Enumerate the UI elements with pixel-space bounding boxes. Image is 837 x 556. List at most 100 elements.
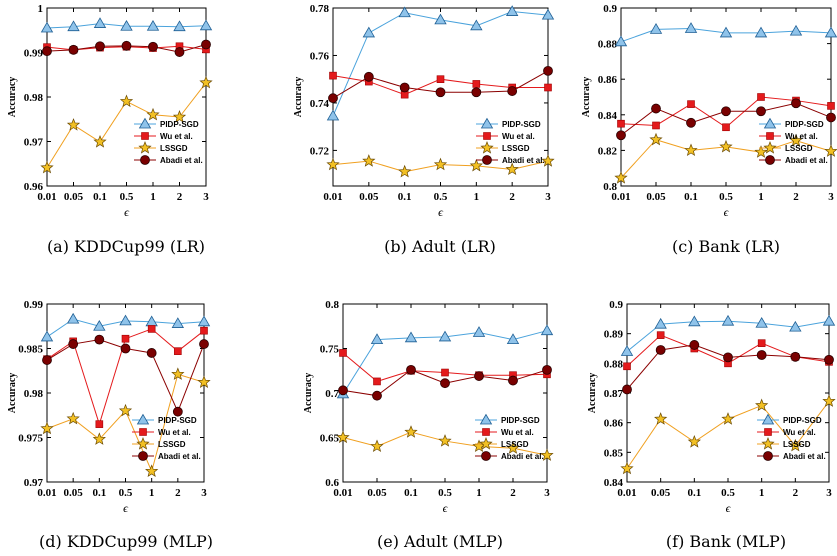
data-point	[398, 164, 412, 178]
legend-marker	[483, 132, 491, 140]
x-tick-label: 0.5	[719, 191, 733, 203]
series-pidp-sgd	[336, 324, 554, 399]
legend-entry: Abadi et al.	[783, 452, 826, 461]
legend-entry: LSSGD	[501, 440, 529, 449]
series-pidp-sgd	[326, 5, 555, 121]
y-tick-label: 0.96	[24, 181, 44, 193]
data-point	[649, 23, 663, 34]
y-tick-label: 0.99	[24, 48, 44, 60]
y-tick-label: 0.89	[604, 329, 624, 341]
legend-entry: PIDP-SGD	[160, 120, 199, 129]
data-point	[146, 107, 160, 121]
x-tick-label: 3	[826, 487, 832, 499]
chart-panel-1: 0.96 0.97 0.98 0.99 1 0.01 0.05 0.1 0.5 1 2 3 ϵ Accur…	[7, 3, 213, 256]
data-point	[326, 109, 340, 121]
legend-marker	[766, 132, 774, 140]
legend-marker	[138, 141, 152, 154]
x-tick-label: 3	[545, 191, 551, 203]
data-point	[40, 160, 54, 174]
y-tick-label: 0.86	[598, 74, 618, 86]
x-tick-label: 0.5	[434, 191, 448, 203]
data-point	[370, 439, 384, 453]
x-tick-label: 0.1	[93, 191, 107, 203]
series-pidp-sgd	[40, 312, 211, 342]
series-abadi-et-al-	[328, 65, 553, 104]
data-point	[398, 6, 411, 18]
y-tick-label: 0.86	[604, 418, 624, 430]
data-point	[721, 412, 735, 425]
data-point	[146, 19, 160, 31]
x-tick-label: 0.01	[323, 191, 342, 203]
data-point	[684, 143, 698, 157]
panel-caption: (b) Adult (LR)	[384, 237, 496, 256]
y-axis-label: Accuracy	[303, 373, 314, 414]
legend: PIDP-SGD Wu et al. LSSGD Abadi et al.	[132, 413, 201, 461]
data-point	[173, 20, 186, 32]
data-point	[146, 348, 157, 358]
data-point	[40, 21, 54, 33]
legend-entry: Wu et al.	[158, 428, 191, 437]
data-point	[441, 368, 449, 377]
data-point	[723, 352, 733, 363]
data-point	[649, 132, 663, 146]
data-point	[66, 411, 80, 425]
data-point	[339, 349, 347, 357]
chart-panel-4: 0.97 0.975 0.98 0.985 0.99 0.01 0.05 0.1 0.5 1 2 3 ϵ…	[7, 299, 213, 551]
legend-marker	[479, 413, 493, 425]
legend-marker	[139, 428, 147, 436]
legend-marker	[479, 437, 493, 450]
legend-entry: LSSGD	[160, 144, 188, 153]
panel-caption: (c) Bank (LR)	[672, 237, 780, 256]
data-point	[789, 133, 803, 147]
data-point	[754, 26, 768, 38]
x-tick-label: 0.05	[651, 487, 671, 499]
x-tick-label: 0.01	[333, 487, 352, 499]
legend-entry: Abadi et al.	[160, 156, 203, 165]
legend: PIDP-SGD Wu et al. LSSGD Abadi et al.	[757, 413, 826, 461]
data-point	[656, 331, 665, 339]
legend-marker	[136, 437, 150, 450]
legend-entry: LSSGD	[502, 144, 530, 153]
data-point	[199, 19, 213, 31]
data-point	[654, 412, 668, 425]
data-point	[827, 102, 835, 110]
data-point	[822, 314, 836, 326]
data-point	[617, 119, 625, 128]
data-point	[399, 82, 410, 93]
x-tick-label: 0.05	[367, 487, 387, 499]
data-point	[470, 19, 483, 31]
legend: PIDP-SGD Wu et al. LSSGD Abadi et al.	[475, 413, 544, 461]
data-point	[199, 75, 213, 89]
data-point	[197, 375, 211, 388]
data-point	[145, 464, 159, 477]
x-tick-label: 0.1	[684, 191, 698, 203]
y-tick-label: 1	[38, 3, 44, 15]
series-lssgd	[620, 394, 836, 475]
x-tick-label: 0.1	[404, 487, 418, 499]
x-axis-label: ϵ	[438, 205, 444, 219]
data-point	[199, 339, 209, 349]
data-point	[789, 24, 803, 36]
data-point	[788, 438, 802, 452]
series-lssgd	[614, 132, 837, 184]
data-point	[93, 17, 107, 28]
y-tick-label: 0.9	[603, 3, 617, 15]
data-point	[433, 157, 448, 171]
x-tick-label: 3	[828, 191, 834, 203]
data-point	[687, 100, 695, 108]
y-tick-label: 0.78	[310, 3, 330, 15]
y-tick-label: 0.74	[310, 98, 330, 110]
data-point	[541, 154, 555, 167]
y-tick-label: 0.8	[325, 299, 339, 311]
legend-entry: PIDP-SGD	[501, 416, 540, 425]
x-tick-label: 3	[544, 487, 550, 499]
data-point	[505, 5, 519, 16]
legend: PIDP-SGD Wu et al. LSSGD Abadi et al.	[134, 117, 203, 165]
series-lssgd	[336, 425, 554, 461]
x-tick-label: 0.5	[721, 487, 735, 499]
data-point	[689, 340, 700, 350]
x-tick-label: 0.5	[120, 191, 134, 203]
x-tick-label: 2	[177, 191, 183, 203]
data-point	[757, 93, 765, 101]
legend-marker	[765, 155, 775, 165]
